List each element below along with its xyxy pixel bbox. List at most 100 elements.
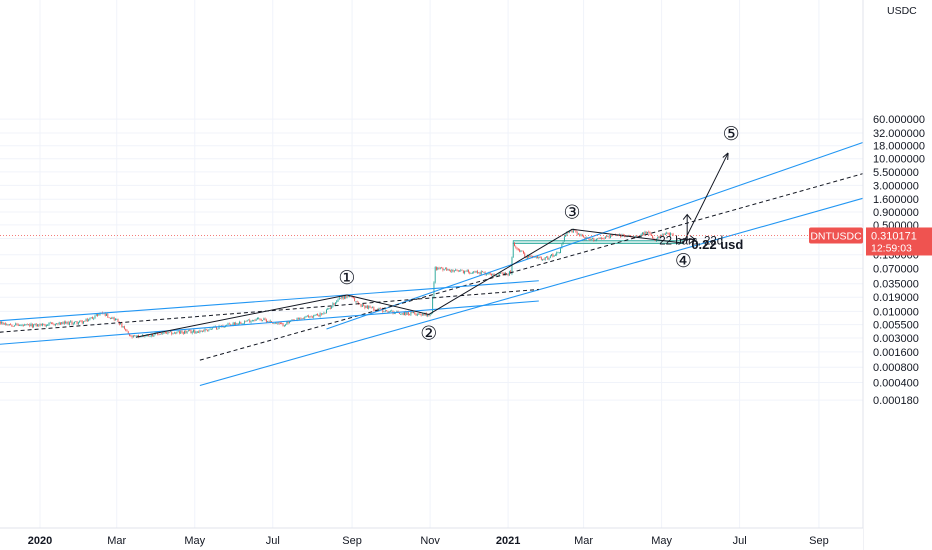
- price-axis[interactable]: 60.000000 32.00000018.00000010.0000005.50…: [862, 0, 932, 550]
- candle: [464, 270, 466, 275]
- candle: [113, 316, 115, 322]
- candle: [134, 334, 136, 337]
- candle: [479, 271, 481, 276]
- candle: [346, 295, 348, 299]
- candle: [661, 234, 663, 238]
- candle: [144, 336, 146, 338]
- candle: [12, 325, 14, 328]
- candle: [421, 313, 423, 316]
- candle: [608, 236, 610, 239]
- candle: [384, 309, 386, 313]
- time-tick-label: 2020: [28, 535, 52, 547]
- candle: [337, 298, 339, 302]
- price-tick-label: 0.070000: [873, 263, 919, 275]
- candle: [310, 315, 312, 318]
- candle: [543, 258, 545, 261]
- candle: [303, 317, 304, 319]
- candle: [583, 234, 585, 238]
- candle: [260, 318, 262, 322]
- candle: [40, 323, 42, 326]
- candle: [60, 322, 61, 326]
- candle: [181, 329, 183, 334]
- candle: [33, 324, 35, 328]
- candle: [29, 323, 31, 328]
- candle: [425, 312, 427, 317]
- candle: [369, 305, 371, 308]
- time-axis[interactable]: 2020 Mar May Jul Sep Nov 2021 Mar May Jul Sep: [0, 527, 863, 550]
- candle: [301, 318, 303, 320]
- price-tag-bg: [866, 227, 932, 256]
- channel-line-minor-lower[interactable]: [0, 300, 539, 345]
- candle: [43, 323, 45, 326]
- candle: [31, 323, 33, 329]
- candle: [535, 256, 537, 259]
- candle: [67, 320, 69, 325]
- candle: [72, 322, 74, 326]
- candle: [153, 334, 155, 338]
- price-tick-label: 0.003000: [873, 333, 919, 345]
- candle: [413, 311, 414, 314]
- candle: [516, 247, 518, 251]
- candle: [81, 320, 83, 325]
- candle: [106, 313, 107, 317]
- candle: [157, 331, 159, 336]
- candle: [562, 241, 564, 245]
- channel-line-minor-upper[interactable]: [0, 280, 539, 322]
- candle: [201, 330, 203, 333]
- channel-line-major-lower[interactable]: [199, 190, 889, 387]
- candle: [282, 322, 284, 327]
- candle: [492, 273, 494, 276]
- wave-path[interactable]: [135, 152, 729, 338]
- candle: [475, 270, 477, 273]
- candle: [36, 323, 38, 327]
- time-tick-label: May: [184, 535, 205, 547]
- candle: [240, 321, 242, 324]
- candle: [324, 312, 326, 314]
- candle: [45, 324, 47, 328]
- price-tick-label: 0.900000: [873, 207, 919, 219]
- candle: [594, 239, 596, 242]
- candle: [93, 317, 95, 321]
- candle: [17, 323, 19, 327]
- candle: [130, 334, 132, 337]
- candle: [256, 317, 258, 320]
- annotation-labels: ① ② ③ ④ ⑤ 0.22 usd: [338, 124, 743, 345]
- candle: [15, 322, 17, 326]
- candle: [328, 307, 330, 310]
- candle: [670, 232, 671, 237]
- candle: [358, 301, 359, 305]
- current-price-value: 0.310171: [871, 230, 917, 242]
- price-tick-label: 32.000000: [873, 128, 925, 140]
- wave-label-3: ③: [564, 202, 581, 223]
- channel-line-major-upper[interactable]: [326, 133, 889, 330]
- candle: [58, 321, 60, 326]
- candle: [1, 321, 3, 325]
- candle: [77, 321, 79, 326]
- candle: [177, 330, 179, 333]
- candle: [322, 313, 324, 315]
- candle: [76, 321, 78, 325]
- candle: [71, 320, 73, 326]
- candle: [149, 335, 151, 338]
- candle: [306, 315, 308, 317]
- candle: [434, 266, 436, 284]
- candle: [389, 310, 391, 313]
- candle: [120, 322, 122, 325]
- candle: [233, 322, 235, 325]
- candle: [246, 319, 248, 322]
- candle: [35, 323, 37, 327]
- candle: [159, 333, 161, 335]
- candle: [551, 253, 553, 257]
- candle: [578, 232, 579, 235]
- wave-label-4: ④: [675, 251, 692, 272]
- price-tick-label: 3.000000: [873, 180, 919, 192]
- wave-arrow-head: [722, 152, 729, 160]
- channel-line-major-mid[interactable]: [199, 166, 889, 361]
- candle: [547, 255, 549, 260]
- candle: [34, 323, 36, 326]
- candle: [452, 269, 454, 273]
- candle: [414, 311, 416, 315]
- candle: [387, 310, 389, 313]
